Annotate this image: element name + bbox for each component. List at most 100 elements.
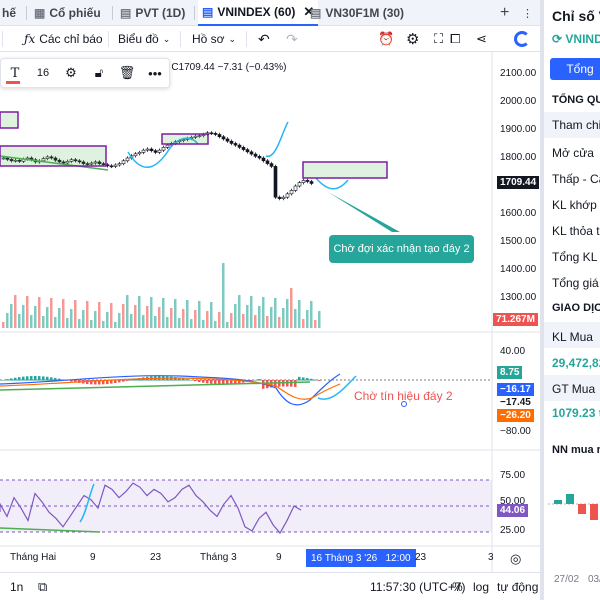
chart-area[interactable]: 2100.00 2000.00 1900.00 1800.00 1600.00 1500.… [0,52,540,572]
candle [229,140,234,144]
alert-icon[interactable]: ⏰ [378,31,395,46]
volume-bar [82,310,85,328]
toolbar-divider [108,31,109,47]
volume-bar [122,304,125,328]
candle [137,152,142,155]
candle [249,151,254,155]
close-icon[interactable]: ✕ [303,4,315,19]
volume-bar [86,301,89,328]
volume-bar [126,295,129,328]
share-icon[interactable]: ⋖ [476,31,487,46]
macd-histogram-bar [118,380,121,383]
candle [277,196,282,199]
macd-axis-tick: −80.00 [500,426,531,437]
candle [121,160,126,164]
lock-icon[interactable]: 🔓︎ [94,65,104,80]
tab-pvt[interactable]: ▤ PVT (1D) [120,0,185,26]
candle [261,157,266,162]
signal-marker [401,401,407,407]
indicators-button[interactable]: ƒ𝑥 Các chỉ báo [24,26,103,52]
volume-bar [150,297,153,328]
camera-icon[interactable]: ⧠ [450,31,461,46]
range-button[interactable]: 1n [10,580,24,594]
font-size-selector[interactable]: 16 [36,67,50,79]
candle [125,157,130,162]
projection-line [315,177,349,190]
trash-icon[interactable]: 🗑︎ [118,65,136,80]
panel-symbol: ⟳ VNINDI [552,32,600,46]
macd-histogram-bar [222,380,225,385]
volume-bar [94,311,97,328]
volume-bar [262,297,265,328]
tab-partial[interactable]: hế [2,0,16,26]
tab-label: Cổ phiếu [49,6,101,20]
macd-histogram-bar [46,376,49,381]
calendar-icon[interactable]: ⧉ [38,579,48,594]
volume-bar [250,296,253,328]
volume-bar [286,299,289,328]
macd-histogram-bar [270,380,273,388]
section-trade: GIAO DỊC [552,302,600,314]
volume-bar [110,303,113,328]
volume-bar [222,263,225,328]
chart-type-button[interactable]: Biểu đồ ⌄ [118,26,170,52]
candle [17,159,22,162]
toolbar-divider [246,31,247,47]
toolbar-divider [180,31,181,47]
candle [193,135,198,138]
text-color-icon[interactable]: T [1,59,29,87]
volume-bar [30,315,33,328]
more-icon[interactable]: ••• [148,65,162,81]
clock-time[interactable]: 11:57:30 (UTC+7) [370,580,466,594]
panel-title: Chỉ số V [552,8,600,24]
percent-toggle[interactable]: % [452,580,463,594]
signal-text[interactable]: Chờ tín hiệu đáy 2 [354,389,453,403]
time-axis-label: 9 [276,552,282,563]
macd-histogram-bar [110,380,113,384]
time-axis-label: 23 [415,552,427,563]
volume-bar [106,312,109,328]
volume-bar [266,316,269,328]
candle [289,190,294,195]
macd-histogram-bar [6,379,9,381]
profile-button[interactable]: Hồ sơ ⌄ [192,26,236,52]
gear-icon[interactable]: ⚙ [406,31,420,48]
candle [269,163,274,167]
time-axis-label: 23 [150,552,162,563]
rsi-trend-line [0,527,101,533]
volume-bar [190,319,193,328]
callout-label[interactable]: Chờ đợi xác nhận tạo đáy 2 [329,235,474,263]
tab-stocks[interactable]: ▦ Cổ phiếu [34,0,101,26]
undo-icon[interactable]: ↶ [258,30,270,47]
macd-histogram-bar [26,376,29,381]
volume-bar [270,307,273,328]
summary-button[interactable]: Tổng [550,58,600,80]
fullscreen-icon[interactable]: ⛶ [434,31,444,46]
macd-histogram-bar [234,380,237,384]
volume-bar [38,297,41,328]
info-row: KL khớp [552,198,597,212]
macd-histogram-bar [182,378,185,381]
volume-bar [42,316,45,328]
tab-vnindex[interactable]: ▤ VNINDEX (60) ✕ [198,0,319,26]
price-axis-tick: 1500.00 [500,236,537,247]
candle [81,161,86,164]
flow-bar [554,500,562,504]
volume-bar [170,308,173,328]
menu-icon[interactable]: ⋮ [522,7,533,20]
settings-circle-icon[interactable]: ◎ [510,551,522,566]
settings-gear-icon[interactable]: ⚙ [65,65,77,80]
candle [89,162,94,165]
foreign-label: NN mua rò [552,444,600,456]
rsi-badge: 44.06 [497,504,529,517]
candle [5,157,10,160]
candle [221,136,226,140]
redo-icon[interactable]: ↷ [286,30,298,47]
add-tab-icon[interactable]: + [500,4,510,21]
tab-vn30f1m[interactable]: ▤ VN30F1M (30) [310,0,404,26]
auto-toggle[interactable]: tự động [497,580,539,594]
volume-bar [158,307,161,328]
volume-bar [246,305,249,328]
macd-histogram-bar [230,380,233,385]
log-toggle[interactable]: log [473,580,490,594]
